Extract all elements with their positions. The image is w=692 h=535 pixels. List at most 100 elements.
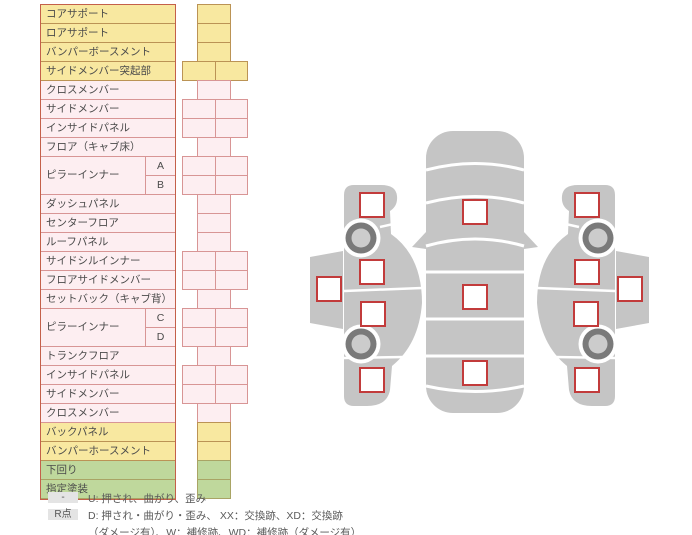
part-row: 下回り xyxy=(41,461,175,480)
damage-checkbox[interactable] xyxy=(359,192,385,218)
part-label: インサイドパネル xyxy=(46,369,130,381)
part-row: セットバック（キャブ背） xyxy=(41,290,175,309)
part-label: ルーフパネル xyxy=(46,236,109,248)
part-row: フロアサイドメンバー xyxy=(41,271,175,290)
legend-text: （ダメージ有）、W：補修跡、WD：補修跡（ダメージ有） xyxy=(88,527,362,535)
damage-legend: - U: 押され、曲がり、歪み R点 D: 押され・曲がり・歪み、 XX：交換跡… xyxy=(48,491,468,535)
car-right-side-view xyxy=(536,185,649,406)
check-cell-pair[interactable] xyxy=(182,175,248,195)
check-cell[interactable] xyxy=(197,80,231,100)
check-cell[interactable] xyxy=(197,346,231,366)
damage-checkbox[interactable] xyxy=(316,276,342,302)
check-cell[interactable] xyxy=(197,213,231,233)
check-cell-pair[interactable] xyxy=(182,384,248,404)
part-row: トランクフロア xyxy=(41,347,175,366)
check-cell[interactable] xyxy=(197,289,231,309)
part-label: バックパネル xyxy=(46,426,109,438)
legend-line-continuation: （ダメージ有）、W：補修跡、WD：補修跡（ダメージ有） xyxy=(48,525,468,535)
mirror-right-icon xyxy=(524,232,538,249)
damage-checkbox[interactable] xyxy=(574,192,600,218)
damage-checkbox[interactable] xyxy=(574,259,600,285)
part-row: ダッシュパネル xyxy=(41,195,175,214)
check-cell-pair[interactable] xyxy=(182,251,248,271)
check-cell-pair[interactable] xyxy=(182,270,248,290)
check-cell[interactable] xyxy=(197,4,231,24)
part-row: ルーフパネル xyxy=(41,233,175,252)
check-cell[interactable] xyxy=(197,460,231,480)
legend-chip-dash: - xyxy=(48,492,78,503)
part-row: フロア（キャブ床） xyxy=(41,138,175,157)
car-top-view xyxy=(412,131,538,413)
check-cell[interactable] xyxy=(197,23,231,43)
part-row: コアサポート xyxy=(41,5,175,24)
legend-line-u: - U: 押され、曲がり、歪み xyxy=(48,491,468,506)
check-cell[interactable] xyxy=(197,403,231,423)
car-diagram xyxy=(310,131,649,413)
part-label: クロスメンバー xyxy=(46,407,120,419)
damage-checkbox[interactable] xyxy=(573,301,599,327)
check-cell[interactable] xyxy=(197,422,231,442)
part-row: サイドメンバー突起部 xyxy=(41,62,175,81)
pillar-sub-b: B xyxy=(145,176,175,195)
part-label: インサイドパネル xyxy=(46,122,130,134)
car-left-side-view xyxy=(310,185,423,406)
part-row: バンパーボースメント xyxy=(41,43,175,62)
damage-checkbox[interactable] xyxy=(360,301,386,327)
legend-text: U: 押され、曲がり、歪み xyxy=(88,493,207,505)
part-label: ピラーインナー xyxy=(46,321,120,333)
check-cell[interactable] xyxy=(197,441,231,461)
pillar-sub-a: A xyxy=(145,157,175,176)
damage-checkbox[interactable] xyxy=(574,367,600,393)
check-cell[interactable] xyxy=(197,137,231,157)
check-cell-pair[interactable] xyxy=(182,308,248,328)
check-cell[interactable] xyxy=(197,232,231,252)
part-row-pillar-front: ピラーインナー A B xyxy=(41,157,175,195)
pillar-sub-c: C xyxy=(145,309,175,328)
check-cell-pair[interactable] xyxy=(182,365,248,385)
legend-line-rpoint: R点 D: 押され・曲がり・歪み、 XX：交換跡、XD：交換跡 xyxy=(48,508,468,523)
damage-checkbox[interactable] xyxy=(462,199,488,225)
check-cell[interactable] xyxy=(197,479,231,499)
part-label: センターフロア xyxy=(46,217,119,229)
part-label: フロア（キャブ床） xyxy=(46,141,141,153)
part-row: クロスメンバー xyxy=(41,81,175,100)
part-label: トランクフロア xyxy=(46,350,120,362)
damage-checkbox[interactable] xyxy=(359,367,385,393)
damage-checkbox[interactable] xyxy=(462,284,488,310)
part-label: コアサポート xyxy=(46,8,109,20)
mirror-left-icon xyxy=(412,232,426,249)
part-row: クロスメンバー xyxy=(41,404,175,423)
damage-checkbox[interactable] xyxy=(617,276,643,302)
part-label: フロアサイドメンバー xyxy=(46,274,151,286)
check-cell-pair[interactable] xyxy=(182,61,248,81)
part-label: サイドメンバー xyxy=(46,103,120,115)
part-row: バンパーホースメント xyxy=(41,442,175,461)
part-label: サイドメンバー xyxy=(46,388,120,400)
check-cell[interactable] xyxy=(197,194,231,214)
part-label: セットバック（キャブ背） xyxy=(46,293,172,305)
part-row: サイドメンバー xyxy=(41,100,175,119)
parts-table: コアサポート ロアサポート バンパーボースメント サイドメンバー突起部 クロスメ… xyxy=(40,4,176,500)
part-row: ロアサポート xyxy=(41,24,175,43)
part-row: サイドシルインナー xyxy=(41,252,175,271)
damage-checkbox[interactable] xyxy=(359,259,385,285)
part-label: ダッシュパネル xyxy=(46,198,120,210)
check-cell-pair[interactable] xyxy=(182,327,248,347)
part-label: ピラーインナー xyxy=(46,169,120,181)
part-row: バックパネル xyxy=(41,423,175,442)
part-label: 下回り xyxy=(46,464,78,476)
part-row-pillar-rear: ピラーインナー C D xyxy=(41,309,175,347)
legend-chip-rpoint: R点 xyxy=(48,509,78,520)
part-label: クロスメンバー xyxy=(46,84,120,96)
damage-checkbox[interactable] xyxy=(462,360,488,386)
part-row: センターフロア xyxy=(41,214,175,233)
pillar-sub-d: D xyxy=(145,328,175,347)
check-cell-pair[interactable] xyxy=(182,99,248,119)
part-row: インサイドパネル xyxy=(41,366,175,385)
part-label: バンパーボースメント xyxy=(46,46,151,58)
check-cell[interactable] xyxy=(197,42,231,62)
check-cell-pair[interactable] xyxy=(182,118,248,138)
check-cell-pair[interactable] xyxy=(182,156,248,176)
part-label: サイドシルインナー xyxy=(46,255,141,267)
